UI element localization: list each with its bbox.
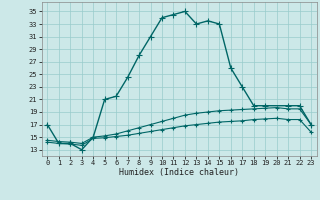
X-axis label: Humidex (Indice chaleur): Humidex (Indice chaleur) (119, 168, 239, 177)
